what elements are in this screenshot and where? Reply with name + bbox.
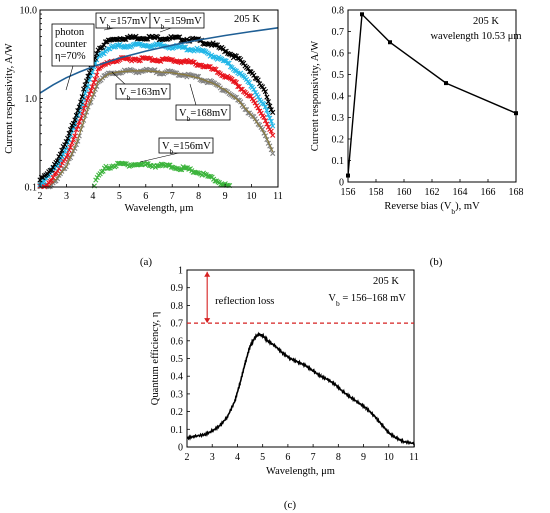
y-tick-label: 0 (339, 178, 344, 189)
y-tick-label: 1.0 (25, 94, 38, 105)
x-tick-label: 4 (90, 191, 95, 202)
temperature-label: 205 K (373, 276, 399, 287)
y-tick-label: 0.7 (332, 27, 345, 38)
x-tick-label: 3 (64, 191, 69, 202)
y-tick-label: 0.4 (171, 372, 184, 383)
data-point (444, 81, 448, 85)
x-tick-label: 10 (384, 452, 394, 463)
chart-c: 2 3 4 5 6 7 8 9 10 11 0 0.1 0.2 0.3 0.4 0.5 0.6 0.7 0.8 0.9… (150, 266, 419, 512)
xlabel-main: Reverse bias (V (384, 201, 451, 212)
legend-label-163: Vb=163mV (112, 72, 170, 102)
leader-line (140, 152, 183, 162)
y-tick-label: 0.9 (171, 283, 184, 294)
x-tick-label: 8 (336, 452, 341, 463)
x-axis-label: Wavelength, μm (125, 203, 194, 214)
legend-text-rest: =163mV (130, 87, 168, 98)
temperature-label: 205 K (234, 14, 260, 25)
data-point (388, 40, 392, 44)
x-tick-label: 5 (117, 191, 122, 202)
legend-text-rest: =156mV (173, 141, 211, 152)
y-tick-label: 0.5 (332, 70, 345, 81)
photon-label-line: photon (55, 27, 85, 38)
x-tick-label: 8 (196, 191, 201, 202)
legend-label-156: Vb=156mV (140, 138, 213, 162)
caption-a: (a) (140, 256, 153, 268)
x-tick-label: 166 (481, 187, 496, 198)
data-point (271, 151, 275, 155)
reflection-loss-label: reflection loss (215, 296, 274, 307)
data-point (346, 174, 350, 178)
x-tick-label: 5 (260, 452, 265, 463)
x-tick-label: 9 (361, 452, 366, 463)
y-tick-label: 0.6 (332, 49, 345, 60)
photon-label-line: counter (55, 39, 87, 50)
legend-label-159: Vb=159mV (150, 13, 204, 32)
arrow-head-down (204, 318, 210, 323)
chart-a: 2 3 4 5 6 7 8 9 10 11 0.1 1.0 10.0 Wavelength, μm Curr… (4, 6, 283, 269)
x-tick-label: 11 (409, 452, 419, 463)
x-tick-label: 7 (311, 452, 316, 463)
chart-b: 156 158 160 162 164 166 168 0 0.1 0.2 0.3 0.4 0.5 0.6… (310, 6, 524, 269)
x-tick-label: 7 (170, 191, 175, 202)
x-tick-label: 164 (453, 187, 468, 198)
caption-b: (b) (430, 256, 443, 268)
y-tick-label: 0.1 (25, 183, 38, 194)
data-point (360, 12, 364, 16)
x-tick-label: 2 (185, 452, 190, 463)
x-tick-label: 3 (210, 452, 215, 463)
y-tick-label: 0 (178, 443, 183, 454)
x-tick-label: 6 (143, 191, 148, 202)
y-tick-label: 0.3 (171, 389, 184, 400)
legend-text-rest: =168mV (190, 108, 228, 119)
bias-note: Vb = 156–168 mV (328, 293, 406, 308)
caption-c: (c) (284, 499, 297, 511)
efficiency-line (187, 334, 414, 445)
photon-label-line: η=70% (55, 51, 86, 62)
y-tick-label: 0.8 (332, 6, 345, 17)
y-axis-label: Current responsivity, A/W (4, 43, 15, 154)
x-tick-label: 9 (223, 191, 228, 202)
x-tick-label: 6 (285, 452, 290, 463)
y-tick-label: 0.7 (171, 319, 184, 330)
y-tick-label: 0.2 (171, 407, 184, 418)
x-tick-label: 2 (38, 191, 43, 202)
y-tick-label: 0.2 (332, 135, 345, 146)
legend-text-rest: =159mV (164, 16, 202, 27)
wavelength-note: wavelength 10.53 μm (430, 31, 521, 42)
x-tick-label: 11 (273, 191, 283, 202)
x-tick-label: 158 (369, 187, 384, 198)
x-axis-label: Reverse bias (Vb), mV (384, 201, 480, 216)
x-tick-label: 156 (341, 187, 356, 198)
data-point (514, 111, 518, 115)
y-axis-label: Quantum efficiency, η (150, 312, 161, 406)
bias-note-rest: = 156–168 mV (340, 293, 407, 304)
y-tick-label: 0.8 (171, 301, 184, 312)
y-tick-label: 0.4 (332, 92, 345, 103)
y-axis-label: Current responsivity, A/W (310, 41, 321, 152)
x-axis-label: Wavelength, μm (266, 466, 335, 477)
xlabel-rest: ), mV (455, 201, 480, 212)
y-tick-label: 0.5 (171, 354, 184, 365)
y-tick-label: 10.0 (20, 6, 38, 17)
x-tick-label: 160 (397, 187, 412, 198)
series-a-4 (92, 161, 232, 188)
x-tick-label: 168 (509, 187, 524, 198)
y-tick-label: 0.6 (171, 336, 184, 347)
x-tick-label: 162 (425, 187, 440, 198)
temperature-label: 205 K (473, 16, 499, 27)
legend-label-157: Vb=157mV (96, 13, 150, 31)
y-tick-label: 1 (178, 266, 183, 277)
y-tick-label: 0.3 (332, 113, 345, 124)
y-tick-label: 0.1 (332, 156, 345, 167)
x-tick-label: 10 (247, 191, 257, 202)
arrow-head-up (204, 272, 210, 277)
x-tick-label: 4 (235, 452, 240, 463)
y-tick-label: 0.1 (171, 425, 184, 436)
legend-text-rest: =157mV (110, 16, 148, 27)
